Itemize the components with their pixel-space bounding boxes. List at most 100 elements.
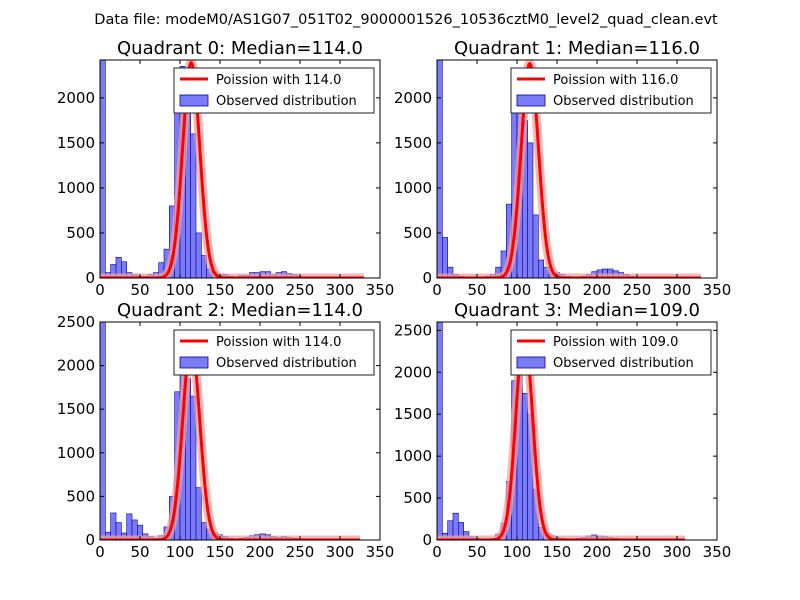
panel-title: Quadrant 3: Median=109.0 [454, 300, 700, 321]
legend-hist-swatch [516, 94, 546, 107]
histogram-bar [201, 255, 207, 278]
x-tick-label: 200 [583, 543, 612, 561]
legend-fit-label: Poission with 109.0 [553, 335, 678, 350]
histogram-bar [100, 60, 106, 278]
x-tick-label: 150 [206, 281, 235, 299]
x-tick-label: 0 [95, 543, 105, 561]
histogram-bar [522, 392, 528, 540]
x-tick-label: 100 [503, 281, 532, 299]
legend: Poission with 116.0 Observed distribution [510, 67, 712, 114]
histogram-bar [100, 322, 106, 540]
panel-quadrant-1: Quadrant 1: Median=116.0 0 50 100 150 200 250 3… [394, 38, 732, 299]
histogram-bar [190, 395, 197, 540]
y-tick-label: 2000 [57, 89, 95, 107]
y-tick-label: 0 [422, 531, 432, 549]
histogram-bar [195, 232, 202, 278]
axes-frame [99, 321, 381, 541]
legend-hist-swatch [179, 94, 209, 107]
x-tick-label: 250 [623, 281, 652, 299]
figure-title: Data file: modeM0/AS1G07_051T02_90000015… [94, 12, 718, 28]
y-tick-label: 2000 [57, 357, 95, 375]
histogram-bar [190, 133, 197, 278]
y-tick-label: 1000 [57, 444, 95, 462]
y-tick-label: 1500 [57, 134, 95, 152]
x-tick-label: 50 [467, 543, 486, 561]
y-tick-label: 0 [422, 269, 432, 287]
x-tick-label: 300 [326, 543, 355, 561]
x-tick-label: 300 [326, 281, 355, 299]
legend-fit-label: Poission with 114.0 [216, 335, 341, 350]
x-tick-label: 0 [432, 281, 442, 299]
x-tick-label: 250 [286, 281, 315, 299]
y-tick-label: 2000 [394, 363, 432, 381]
histogram-bar [527, 142, 534, 278]
histogram-bar [458, 522, 464, 540]
y-tick-label: 500 [66, 487, 95, 505]
y-tick-label: 2500 [57, 313, 95, 331]
histogram-bar [437, 322, 443, 540]
histogram-bar [442, 237, 448, 278]
x-tick-label: 100 [166, 281, 195, 299]
x-tick-label: 250 [286, 543, 315, 561]
legend-hist-label: Observed distribution [553, 94, 694, 109]
y-tick-label: 1000 [394, 179, 432, 197]
x-tick-label: 150 [543, 281, 572, 299]
panel-title: Quadrant 2: Median=114.0 [117, 300, 363, 321]
x-tick-label: 0 [95, 281, 105, 299]
x-tick-label: 0 [432, 543, 442, 561]
panel-title: Quadrant 0: Median=114.0 [117, 38, 363, 59]
legend-hist-label: Observed distribution [216, 356, 357, 371]
x-tick-label: 150 [206, 543, 235, 561]
axes-frame [436, 321, 718, 541]
y-tick-label: 0 [85, 531, 95, 549]
x-tick-label: 350 [366, 543, 395, 561]
x-tick-label: 50 [467, 281, 486, 299]
panel-quadrant-2: Quadrant 2: Median=114.0 0 50 100 150 200 250 3… [57, 300, 395, 561]
y-tick-label: 1500 [57, 400, 95, 418]
legend: Poission with 109.0 Observed distribution [510, 329, 712, 376]
axes-frame [99, 59, 381, 279]
y-tick-label: 1000 [57, 179, 95, 197]
x-tick-label: 300 [663, 281, 692, 299]
panel-quadrant-3: Quadrant 3: Median=109.0 0 50 100 150 200 250 3… [394, 300, 732, 561]
histogram-bar [532, 214, 539, 278]
y-tick-label: 1500 [394, 134, 432, 152]
x-tick-label: 150 [543, 543, 572, 561]
x-tick-label: 350 [366, 281, 395, 299]
y-tick-label: 2000 [394, 89, 432, 107]
x-tick-label: 200 [583, 281, 612, 299]
y-tick-label: 1500 [394, 405, 432, 423]
legend-hist-swatch [516, 356, 546, 369]
histogram-bar [137, 524, 143, 540]
x-tick-label: 250 [623, 543, 652, 561]
axes-frame [436, 59, 718, 279]
legend: Poission with 114.0 Observed distribution [173, 67, 375, 114]
legend-fit-label: Poission with 114.0 [216, 73, 341, 88]
panel-quadrant-0: Quadrant 0: Median=114.0 0 50 100 150 200 250 3… [57, 38, 395, 299]
x-tick-label: 100 [166, 543, 195, 561]
x-tick-label: 100 [503, 543, 532, 561]
histogram-bar [195, 487, 202, 540]
y-tick-label: 500 [403, 489, 432, 507]
legend-fit-label: Poission with 116.0 [553, 73, 678, 88]
x-tick-label: 50 [130, 543, 149, 561]
histogram-bar [437, 60, 443, 278]
x-tick-label: 350 [703, 281, 732, 299]
panel-title: Quadrant 1: Median=116.0 [454, 38, 700, 59]
x-tick-label: 200 [246, 543, 275, 561]
y-tick-label: 1000 [394, 447, 432, 465]
x-tick-label: 50 [130, 281, 149, 299]
legend-hist-label: Observed distribution [216, 94, 357, 109]
x-tick-label: 200 [246, 281, 275, 299]
histogram-bar [121, 261, 127, 278]
x-tick-label: 350 [703, 543, 732, 561]
legend-hist-label: Observed distribution [553, 356, 694, 371]
x-tick-label: 300 [663, 543, 692, 561]
y-tick-label: 0 [85, 269, 95, 287]
y-tick-label: 500 [66, 224, 95, 242]
y-tick-label: 2500 [394, 321, 432, 339]
histogram-bar [538, 259, 544, 278]
legend: Poission with 114.0 Observed distribution [173, 329, 375, 376]
legend-hist-swatch [179, 356, 209, 369]
